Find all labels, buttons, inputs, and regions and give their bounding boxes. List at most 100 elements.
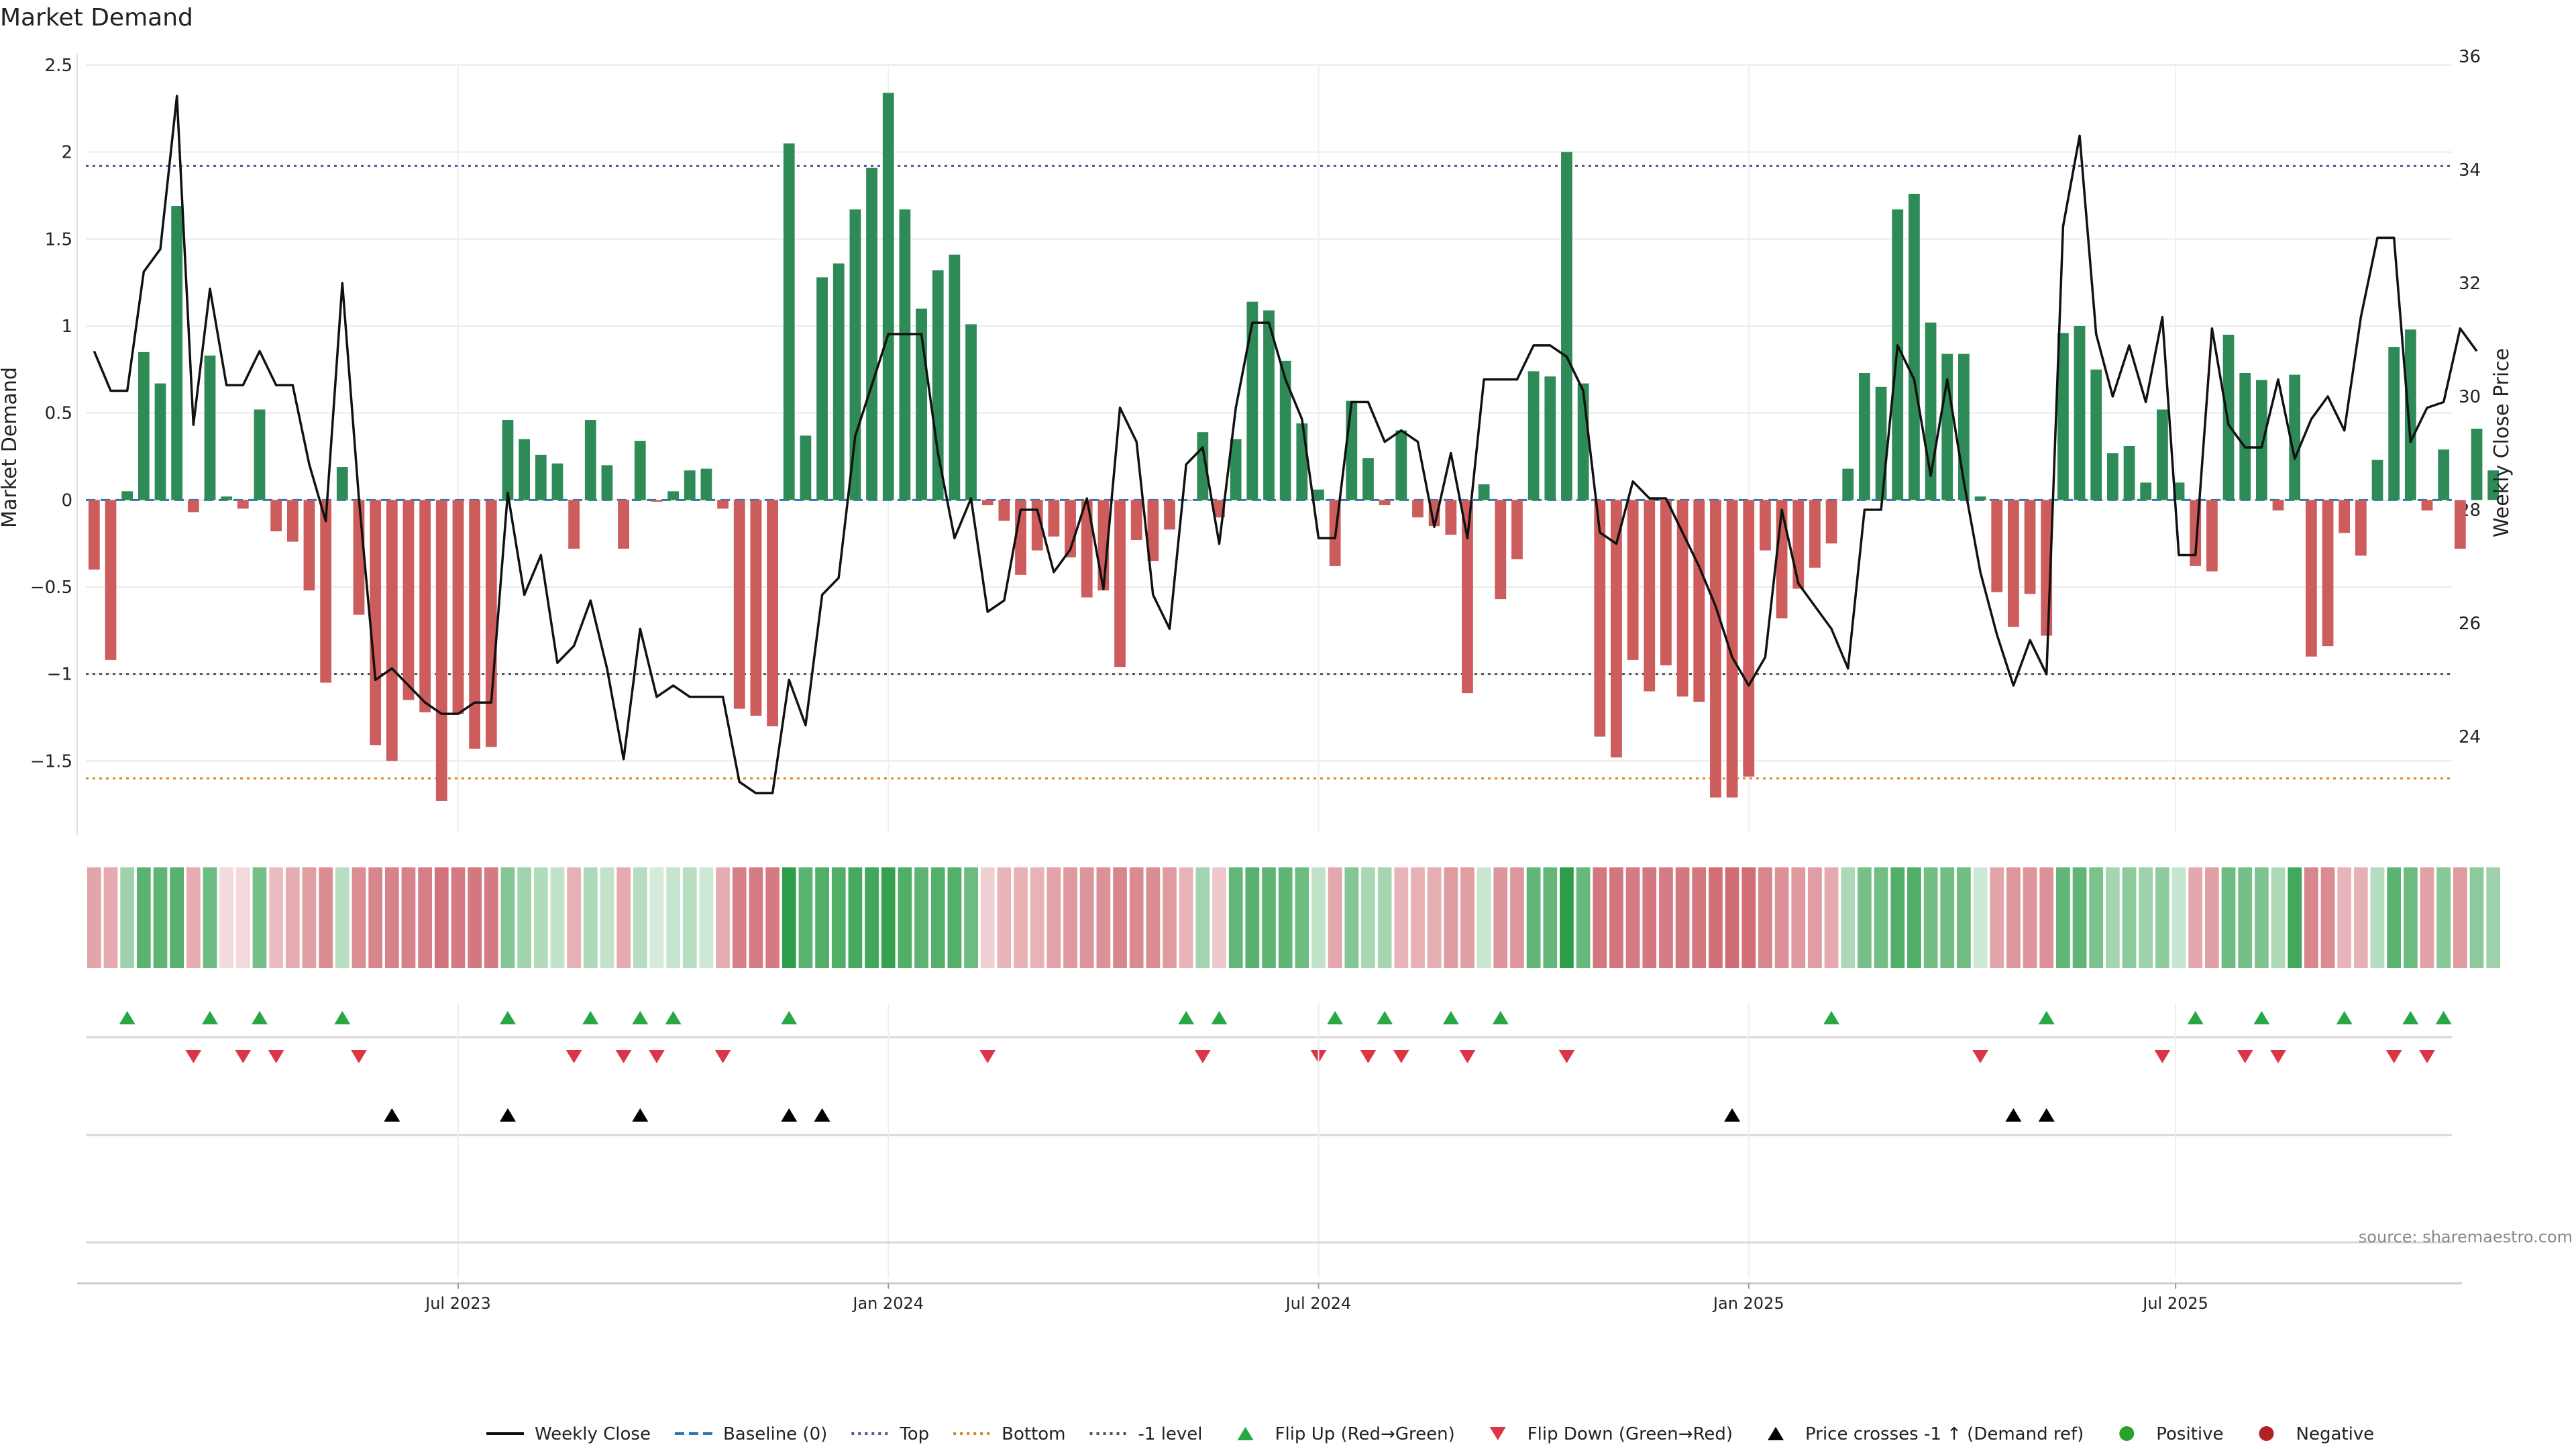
heat-cell <box>203 867 217 968</box>
y-axis-left-label: Market Demand <box>0 367 21 528</box>
heat-cell <box>1361 867 1375 968</box>
heat-cell <box>914 867 928 968</box>
flip-up-marker <box>665 1011 682 1024</box>
heat-cell <box>2139 867 2153 968</box>
heat-cell <box>1113 867 1127 968</box>
heat-cell <box>2469 867 2484 968</box>
flip-up-marker <box>2435 1011 2452 1024</box>
heat-cell <box>1659 867 1673 968</box>
demand-bar <box>2074 325 2086 500</box>
demand-bar <box>1676 500 1688 697</box>
heat-cell <box>749 867 763 968</box>
legend-item: Negative <box>2259 1424 2374 1444</box>
chart-title: Market Demand <box>0 4 193 32</box>
flip-down-marker <box>615 1050 632 1063</box>
heat-cell <box>1576 867 1591 968</box>
heat-cell <box>1377 867 1392 968</box>
flip-down-marker <box>235 1050 252 1063</box>
heat-cell <box>451 867 466 968</box>
heat-cell <box>1874 867 1888 968</box>
y-axis-right-label: Weekly Close Price <box>2490 348 2514 537</box>
flip-down-marker <box>2419 1050 2436 1063</box>
flip-up-marker <box>1211 1011 1228 1024</box>
heat-cell <box>583 867 598 968</box>
x-axis: Jul 2023 Jan 2024 Jul 2024 Jan 2025 Jul 2025 <box>77 1282 2462 1313</box>
demand-bar <box>2487 470 2500 500</box>
demand-bar <box>1048 500 1060 537</box>
y-tick-label: 0 <box>61 490 72 511</box>
heat-cell <box>2006 867 2021 968</box>
demand-bar <box>187 500 199 513</box>
flip-up-marker <box>781 1011 798 1024</box>
demand-bar <box>2322 500 2334 647</box>
demand-bar <box>1164 500 1175 530</box>
demand-bar <box>1760 500 1771 551</box>
legend-swatch-triangle-down <box>1489 1427 1506 1440</box>
heat-cell <box>1295 867 1309 968</box>
legend-item: Weekly Close <box>486 1424 651 1444</box>
flip-down-marker <box>2385 1050 2402 1063</box>
heat-cell <box>2387 867 2402 968</box>
heat-cell <box>517 867 531 968</box>
demand-bar <box>2255 380 2267 500</box>
y-tick-label: 0.5 <box>45 404 72 424</box>
flip-up-marker <box>1377 1011 1393 1024</box>
demand-bar <box>1859 373 1870 500</box>
demand-bar <box>1611 500 1622 758</box>
heat-cell <box>1046 867 1061 968</box>
demand-bar <box>469 500 480 749</box>
heat-cell <box>865 867 879 968</box>
demand-bar <box>833 263 845 500</box>
heat-cell <box>319 867 333 968</box>
demand-bar <box>1445 500 1457 535</box>
demand-bar <box>800 435 812 500</box>
heat-cell <box>798 867 813 968</box>
flip-up-marker <box>1823 1011 1840 1024</box>
demand-bar <box>2173 482 2185 500</box>
demand-bar <box>899 209 911 500</box>
flip-down-marker <box>979 1050 996 1063</box>
price-cross-marker <box>781 1108 798 1122</box>
demand-bar <box>1875 386 1887 500</box>
heat-cell <box>600 867 614 968</box>
legend-item: Flip Up (Red→Green) <box>1237 1424 1455 1444</box>
flip-up-marker <box>201 1011 218 1024</box>
heat-cell <box>1543 867 1558 968</box>
demand-bar <box>816 277 828 500</box>
demand-bar <box>684 470 696 500</box>
demand-bar <box>651 500 663 502</box>
heat-cell <box>947 867 962 968</box>
heat-cell <box>1758 867 1772 968</box>
heat-cell <box>1858 867 1872 968</box>
demand-bar <box>1726 500 1738 798</box>
heat-cell <box>219 867 234 968</box>
demand-bar <box>1527 371 1540 500</box>
demand-bar <box>1395 430 1407 500</box>
heat-cell <box>136 867 151 968</box>
heat-cell <box>500 867 515 968</box>
heat-cell <box>468 867 482 968</box>
demand-bar <box>154 383 166 500</box>
heat-cell <box>1625 867 1640 968</box>
heat-cell <box>533 867 548 968</box>
demand-bar <box>1296 423 1308 500</box>
heat-cell <box>2089 867 2104 968</box>
legend-swatch-triangle-up <box>1768 1427 1784 1440</box>
demand-bar <box>1941 354 1953 500</box>
heat-cell <box>368 867 382 968</box>
heat-cell <box>335 867 350 968</box>
demand-bar <box>1909 193 1920 500</box>
heat-cell <box>1460 867 1474 968</box>
heat-cell <box>567 867 581 968</box>
heat-cell <box>2155 867 2169 968</box>
heat-cell <box>1030 867 1044 968</box>
demand-bar <box>568 500 580 549</box>
heat-cell <box>649 867 664 968</box>
heat-cell <box>1824 867 1839 968</box>
heat-cell <box>2370 867 2385 968</box>
demand-bar <box>1114 500 1126 667</box>
demand-heat-strip <box>87 867 2501 968</box>
demand-bar <box>2289 374 2301 500</box>
y-tick-label: −0.5 <box>30 578 72 598</box>
flip-up-marker <box>1327 1011 1344 1024</box>
